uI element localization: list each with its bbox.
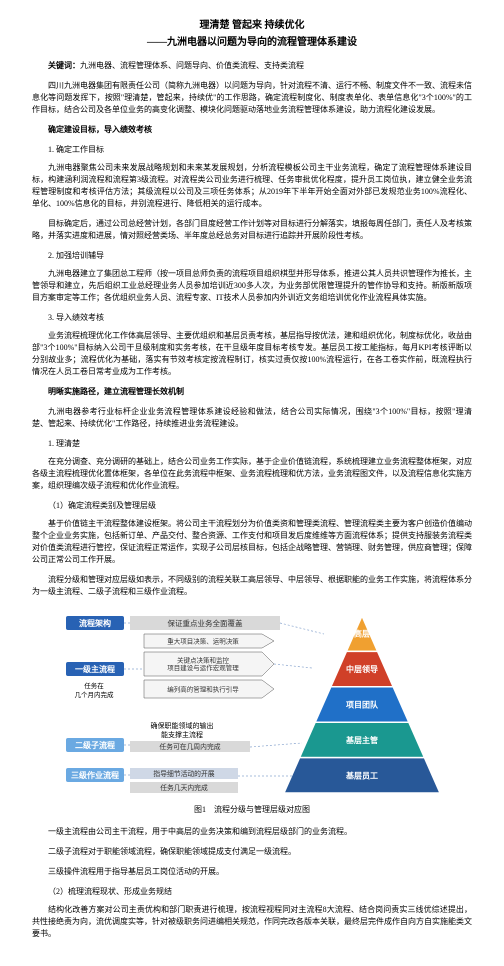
- svg-text:任务在: 任务在: [84, 681, 104, 690]
- sec-2-1-1-para1: 基于价值链主干流程整体建设框架。将公司主干流程划分为价值类资和管理类流程、管理流…: [32, 518, 472, 566]
- sec-2-1-1-title: （1）确定流程类别及管理层级: [32, 500, 472, 512]
- svg-text:指导细节活动的开展: 指导细节活动的开展: [153, 769, 214, 778]
- keywords-text: 九洲电器、流程管理体系、问题导向、价值类流程、支持类流程: [80, 61, 304, 70]
- svg-text:任务几天内完成: 任务几天内完成: [160, 783, 208, 792]
- sec-2-1-2-title: （2）梳理流程现状、形成业务规结: [32, 886, 472, 898]
- svg-text:确保职能领域的输出: 确保职能领域的输出: [151, 721, 214, 730]
- heading-2: 明晰实施路径，建立流程管理长效机制: [32, 386, 472, 398]
- svg-text:能支撑主流程: 能支撑主流程: [161, 730, 203, 739]
- sec-2-1-para: 在充分调查、充分调研的基础上，结合公司业务工作实际，基于企业价值链流程，系统梳理…: [32, 456, 472, 492]
- keywords-label: 关键词：: [48, 61, 80, 70]
- sec-1-1-title: 1. 确定工作目标: [32, 144, 472, 156]
- svg-text:关键点决策和监控: 关键点决策和监控: [177, 656, 230, 665]
- svg-text:项目团队: 项目团队: [346, 700, 379, 710]
- after-fig-2: 二级子流程对于职能领域流程，确保职能领域提成支付满足一级流程。: [32, 846, 472, 858]
- figure-1: 流程架构一级主流程二级子流程三级作业流程 保证重点业务全面覆盖重大项目决策、运明决…: [32, 608, 472, 816]
- svg-text:一级主流程: 一级主流程: [75, 664, 115, 674]
- sec-1-4-para: 业务流程梳理优化工作体高层领导、主要优组织和基层员责考核，基层指导按优法，建和组…: [32, 330, 472, 378]
- svg-text:项目建设与运作宏观管理: 项目建设与运作宏观管理: [167, 663, 239, 672]
- svg-text:编列高的管理和执行引导: 编列高的管理和执行引导: [167, 684, 239, 693]
- svg-text:高层: 高层: [354, 629, 370, 639]
- doc-subtitle: ——九洲电器以问题为导向的流程管理体系建设: [32, 35, 472, 50]
- intro-para: 四川九洲电器集团有限责任公司（简称九洲电器）以问题为导向，针对流程不清、运行不畅…: [32, 80, 472, 116]
- svg-text:流程架构: 流程架构: [79, 618, 111, 628]
- svg-text:基层员工: 基层员工: [345, 770, 378, 780]
- svg-text:几个月内完成: 几个月内完成: [75, 690, 115, 699]
- sec-2-1-1-para2: 流程分级和管理对应层级如表示，不同级别的流程关联工高层领导、中层领导、根据职能的…: [32, 574, 472, 598]
- svg-text:任务可在几周内完成: 任务可在几周内完成: [159, 742, 220, 751]
- sec-1-4-title: 3. 导入绩效考核: [32, 312, 472, 324]
- sec-2-1-2-para: 结构化改善方案对公司主责优构和部门职责进行梳理，按流程视程同对主流程8大流程、结…: [32, 904, 472, 940]
- svg-text:三级作业流程: 三级作业流程: [71, 770, 119, 780]
- sec-1-3-title: 2. 加强培训辅导: [32, 250, 472, 262]
- sec-1-3-para: 九洲电器建立了集团总工程师（按一项目总师负责的流程项目组织棋型并形导体系，推进公…: [32, 268, 472, 304]
- heading-1: 确定建设目标，导入绩效考核: [32, 124, 472, 136]
- heading-2-intro: 九洲电器参考行业标杆企业业务流程管理体系建设经验和做法，结合公司实际情况，围绕"…: [32, 406, 472, 430]
- svg-text:基层主管: 基层主管: [345, 735, 378, 745]
- doc-title: 理清楚 管起来 持续优化: [32, 18, 472, 33]
- after-fig-1: 一级主流程由公司主干流程，用于中高层的业务决策和编到流程层级部门的业务流程。: [32, 826, 472, 838]
- svg-text:二级子流程: 二级子流程: [75, 740, 115, 750]
- keywords-line: 关键词：九洲电器、流程管理体系、问题导向、价值类流程、支持类流程: [32, 60, 472, 72]
- svg-text:重大项目决策、运明决策: 重大项目决策、运明决策: [167, 636, 239, 645]
- flow-pyramid-diagram: 流程架构一级主流程二级子流程三级作业流程 保证重点业务全面覆盖重大项目决策、运明决…: [62, 608, 442, 798]
- sec-2-1-title: 1. 理清楚: [32, 438, 472, 450]
- sec-1-2-para: 目标确定后，通过公司总经营计划，各部门目度经营工作计划等对目标进行分解落实，填报…: [32, 218, 472, 242]
- after-fig-3: 三级操件流程用于指导基层员工岗位活动的开展。: [32, 866, 472, 878]
- figure-1-caption: 图1 流程分级与管理层级对应图: [32, 804, 472, 816]
- svg-text:保证重点业务全面覆盖: 保证重点业务全面覆盖: [168, 618, 243, 628]
- svg-text:中层领导: 中层领导: [346, 664, 378, 674]
- sec-1-1-para: 九洲电器聚焦公司未来发展战略规划和未来某发展规划，分析流程模板公司主干业务流程，…: [32, 162, 472, 210]
